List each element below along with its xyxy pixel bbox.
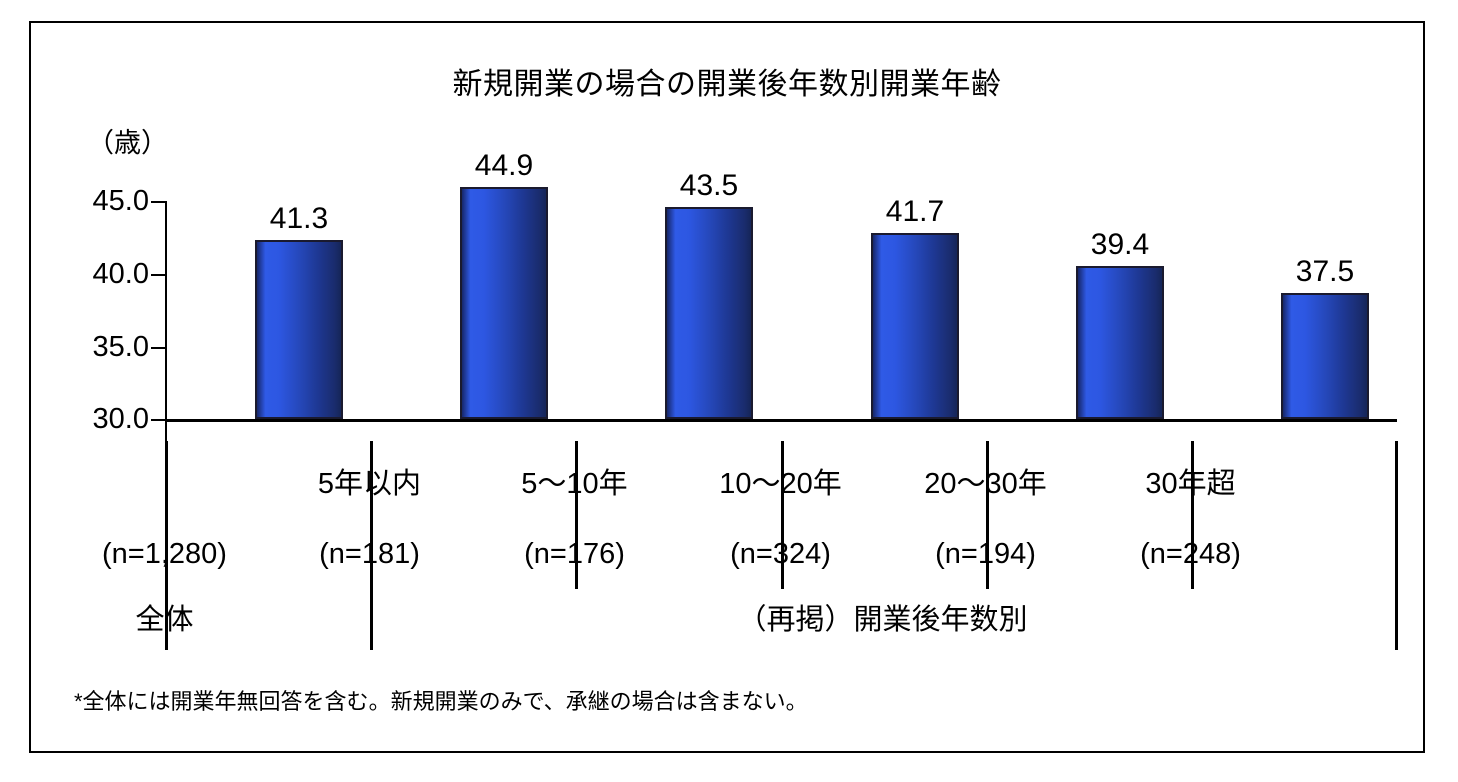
chart-footnote: *全体には開業年無回答を含む。新規開業のみで、承継の場合は含まない。 [74, 689, 808, 714]
y-tick-40 [151, 274, 167, 276]
bar-20-30nen[interactable] [1076, 266, 1164, 419]
bar-zentai[interactable] [255, 240, 343, 419]
bar-slot-5-10nen: 43.5 [665, 171, 753, 419]
category-label-5-10nen: 5〜10年 [521, 468, 628, 500]
sample-size-5nen-inai: (n=181) [319, 538, 420, 570]
table-right-boundary-line [1395, 441, 1398, 650]
separator-20to30-30cho [1191, 441, 1194, 589]
sample-size-zentai: (n=1,280) [102, 538, 227, 570]
bar-value-20-30nen: 39.4 [1090, 228, 1150, 261]
y-tick-label-30: 30.0 [92, 403, 149, 435]
y-axis-tick-labels: 45.0 40.0 35.0 30.0 [25, 181, 149, 441]
bar-value-10-20nen: 41.7 [885, 195, 945, 228]
category-label-10-20nen: 10〜20年 [719, 468, 842, 500]
category-label-30nen-cho: 30年超 [1145, 468, 1236, 500]
separator-5nen-5to10 [575, 441, 578, 589]
bar-slot-30nen-cho: 37.5 [1281, 181, 1369, 419]
bar-value-5-10nen: 43.5 [679, 169, 739, 202]
y-axis-unit-label: （歳） [87, 128, 168, 158]
bar-5-10nen[interactable] [665, 207, 753, 419]
y-axis-line [165, 201, 167, 420]
bar-value-30nen-cho: 37.5 [1295, 255, 1355, 288]
bar-slot-zentai: 41.3 [255, 181, 343, 419]
sample-size-20-30nen: (n=194) [935, 538, 1036, 570]
category-label-20-30nen: 20〜30年 [924, 468, 1047, 500]
separator-after-zentai [370, 441, 373, 650]
y-tick-35 [151, 347, 167, 349]
y-tick-label-35: 35.0 [92, 331, 149, 363]
bar-value-5nen-inai: 44.9 [474, 149, 534, 182]
y-tick-30 [151, 419, 167, 421]
sample-size-30nen-cho: (n=248) [1140, 538, 1241, 570]
bar-slot-10-20nen: 41.7 [871, 181, 959, 419]
y-tick-label-40: 40.0 [92, 258, 149, 290]
x-axis-baseline [165, 419, 1397, 422]
category-label-5nen-inai: 5年以内 [317, 468, 422, 500]
sample-size-10-20nen: (n=324) [730, 538, 831, 570]
bar-slot-20-30nen: 39.4 [1076, 181, 1164, 419]
bar-5nen-inai[interactable] [460, 187, 548, 419]
separator-5to10-10to20 [781, 441, 784, 589]
y-tick-45 [151, 201, 167, 203]
bar-slot-5nen-inai: 44.9 [460, 151, 548, 419]
y-tick-label-45: 45.0 [92, 185, 149, 217]
bar-10-20nen[interactable] [871, 233, 959, 419]
axis-left-boundary-line [165, 441, 168, 650]
separator-10to20-20to30 [986, 441, 989, 589]
sample-size-5-10nen: (n=176) [524, 538, 625, 570]
bar-value-zentai: 41.3 [269, 202, 329, 235]
chart-title: 新規開業の場合の開業後年数別開業年齢 [452, 68, 1002, 101]
chart-frame: 新規開業の場合の開業後年数別開業年齢 （歳） 45.0 40.0 35.0 30… [29, 21, 1425, 753]
plot-area: 45.0 40.0 35.0 30.0 41.3 44.9 43.5 41.7 [93, 151, 1397, 642]
group-label-zentai: 全体 [135, 604, 194, 636]
bar-series: 41.3 44.9 43.5 41.7 39.4 37.5 [165, 151, 1397, 419]
bar-30nen-cho[interactable] [1281, 293, 1369, 419]
group-label-saikei: （再掲）開業後年数別 [737, 604, 1028, 636]
